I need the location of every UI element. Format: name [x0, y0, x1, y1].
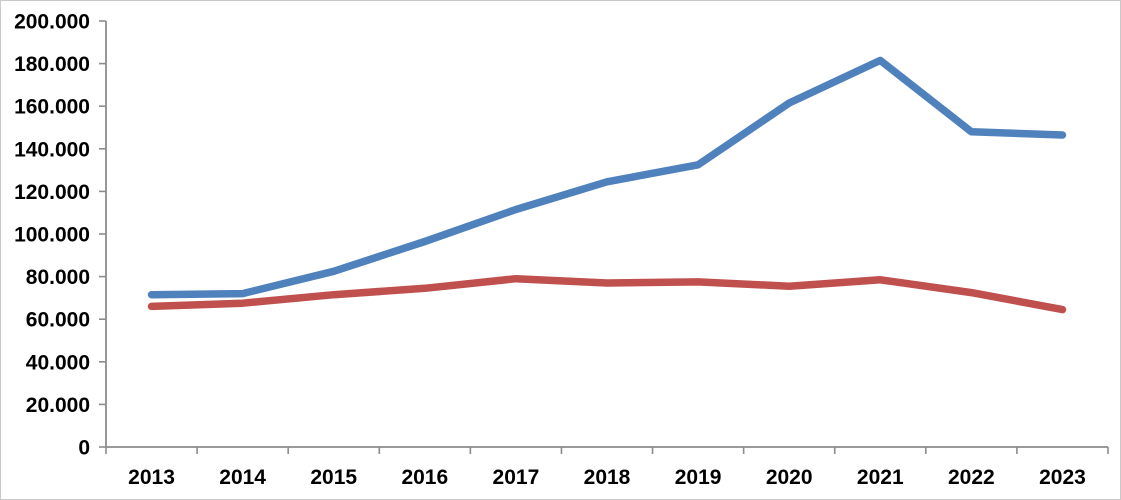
- y-tick-label: 40.000: [26, 351, 90, 374]
- y-tick-label: 20.000: [26, 394, 90, 417]
- y-tick-label: 80.000: [26, 266, 90, 289]
- blue-series-line: [147, 56, 1067, 299]
- y-tick-label: 0: [78, 437, 90, 460]
- x-tick-label: 2013: [128, 466, 175, 489]
- y-tick-label: 140.000: [14, 138, 90, 161]
- y-tick-label: 100.000: [14, 224, 90, 247]
- x-tick-label: 2016: [401, 466, 448, 489]
- x-tick-label: 2018: [584, 466, 631, 489]
- x-tick-label: 2019: [675, 466, 722, 489]
- red-series-line: [147, 274, 1067, 314]
- x-tick-label: 2023: [1039, 466, 1086, 489]
- y-tick-label: 180.000: [14, 53, 90, 76]
- y-tick-label: 60.000: [26, 309, 90, 332]
- y-tick-label: 120.000: [14, 181, 90, 204]
- x-tick-label: 2014: [219, 466, 266, 489]
- x-tick-label: 2022: [948, 466, 995, 489]
- y-tick-label: 160.000: [14, 96, 90, 119]
- x-tick-label: 2020: [766, 466, 813, 489]
- x-tick-label: 2015: [310, 466, 357, 489]
- y-tick-label: 200.000: [14, 11, 90, 34]
- x-tick-label: 2021: [857, 466, 904, 489]
- x-tick-label: 2017: [493, 466, 540, 489]
